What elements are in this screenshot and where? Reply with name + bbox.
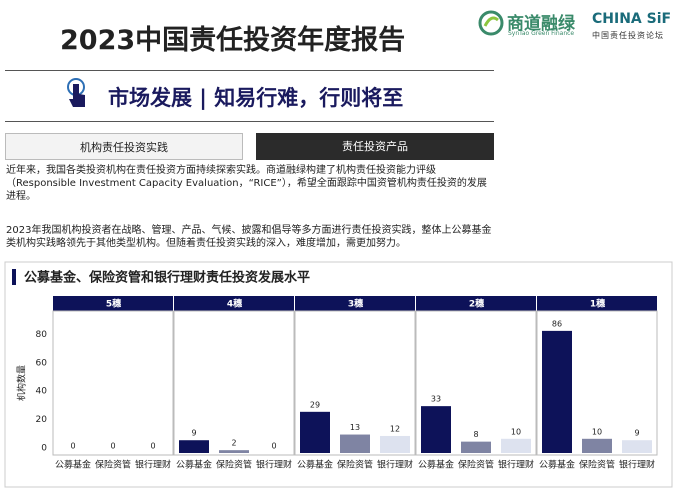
bar (179, 440, 209, 453)
chart-title: 公募基金、保险资管和银行理财责任投资发展水平 (24, 270, 310, 286)
title-accent (12, 269, 16, 285)
facet-label: 1穗 (590, 298, 605, 310)
x-tick-label: 公募基金 (297, 459, 333, 471)
paragraph: 近年来，我国各类投资机构在责任投资方面持续探索实践。商道融绿构建了机构责任投资能… (6, 165, 487, 202)
x-tick-label: 保险资管 (337, 459, 373, 471)
data-label: 0 (110, 442, 115, 451)
x-tick-label: 公募基金 (418, 459, 454, 471)
facet-header (537, 296, 657, 311)
paragraph: 2023年我国机构投资者在战略、管理、产品、气候、披露和倡导等多方面进行责任投资… (6, 225, 492, 249)
x-tick-label: 银行理财 (619, 459, 655, 471)
data-label: 0 (271, 442, 276, 451)
data-label: 29 (310, 400, 320, 409)
hand-icon (67, 78, 85, 107)
divider (5, 121, 494, 122)
x-tick-label: 公募基金 (55, 459, 91, 471)
facet-panel (415, 310, 537, 456)
x-tick-label: 银行理财 (498, 459, 534, 471)
bar (300, 411, 330, 453)
y-tick-label: 20 (36, 415, 48, 425)
data-label: 9 (634, 429, 639, 438)
bar (622, 440, 652, 453)
x-tick-label: 银行理财 (377, 459, 413, 471)
data-label: 8 (473, 430, 478, 439)
y-tick-label: 40 (36, 387, 48, 397)
bar (421, 406, 451, 453)
x-tick-label: 公募基金 (539, 459, 575, 471)
divider (5, 70, 494, 71)
data-label: 12 (390, 424, 400, 433)
chart-frame (4, 261, 673, 488)
logo-sub: SynTao Green Finance (508, 30, 575, 37)
facet-label: 3穗 (348, 298, 363, 310)
facet-label: 5穗 (106, 298, 121, 310)
bar (461, 441, 491, 453)
facet-panel (173, 310, 295, 456)
logo-icon (478, 10, 504, 36)
data-label: 33 (431, 395, 441, 404)
x-tick-label: 公募基金 (176, 459, 212, 471)
y-tick-label: 80 (36, 330, 48, 340)
facet-panel (536, 310, 658, 456)
facet-label: 4穗 (227, 298, 242, 310)
data-label: 0 (70, 442, 75, 451)
facet-header (416, 296, 536, 311)
data-label: 10 (592, 427, 602, 436)
data-label: 0 (150, 442, 155, 451)
bar (501, 438, 531, 453)
data-label: 2 (231, 439, 236, 448)
x-tick-label: 银行理财 (135, 459, 171, 471)
facet-panel (52, 310, 174, 456)
data-label: 10 (511, 427, 521, 436)
x-tick-label: 保险资管 (458, 459, 494, 471)
section-title: 市场发展 | 知易行难，行则将至 (108, 86, 404, 110)
facet-header (174, 296, 294, 311)
bar (542, 330, 572, 453)
bar (340, 434, 370, 453)
tab[interactable]: 责任投资产品 (256, 133, 494, 160)
tab[interactable]: 机构责任投资实践 (5, 133, 243, 160)
facet-panel (294, 310, 416, 456)
y-tick-label: 0 (41, 444, 47, 454)
y-tick-label: 60 (36, 358, 48, 368)
y-axis-label: 机构数量 (16, 365, 28, 401)
x-tick-label: 银行理财 (256, 459, 292, 471)
x-tick-label: 保险资管 (579, 459, 615, 471)
facet-header (53, 296, 173, 311)
bar (582, 438, 612, 453)
data-label: 9 (191, 429, 196, 438)
data-label: 13 (350, 423, 360, 432)
x-tick-label: 保险资管 (216, 459, 252, 471)
logo-name: 商道融绿 (507, 14, 575, 34)
logo-sub: 中国责任投资论坛 (592, 31, 664, 40)
data-label: 86 (552, 319, 562, 328)
report-title: 2023中国责任投资年度报告 (60, 25, 406, 56)
x-tick-label: 保险资管 (95, 459, 131, 471)
logo-name: CHINA SiF (592, 11, 672, 27)
bar (380, 435, 410, 453)
bar (219, 450, 249, 453)
facet-label: 2穗 (469, 298, 484, 310)
facet-header (295, 296, 415, 311)
